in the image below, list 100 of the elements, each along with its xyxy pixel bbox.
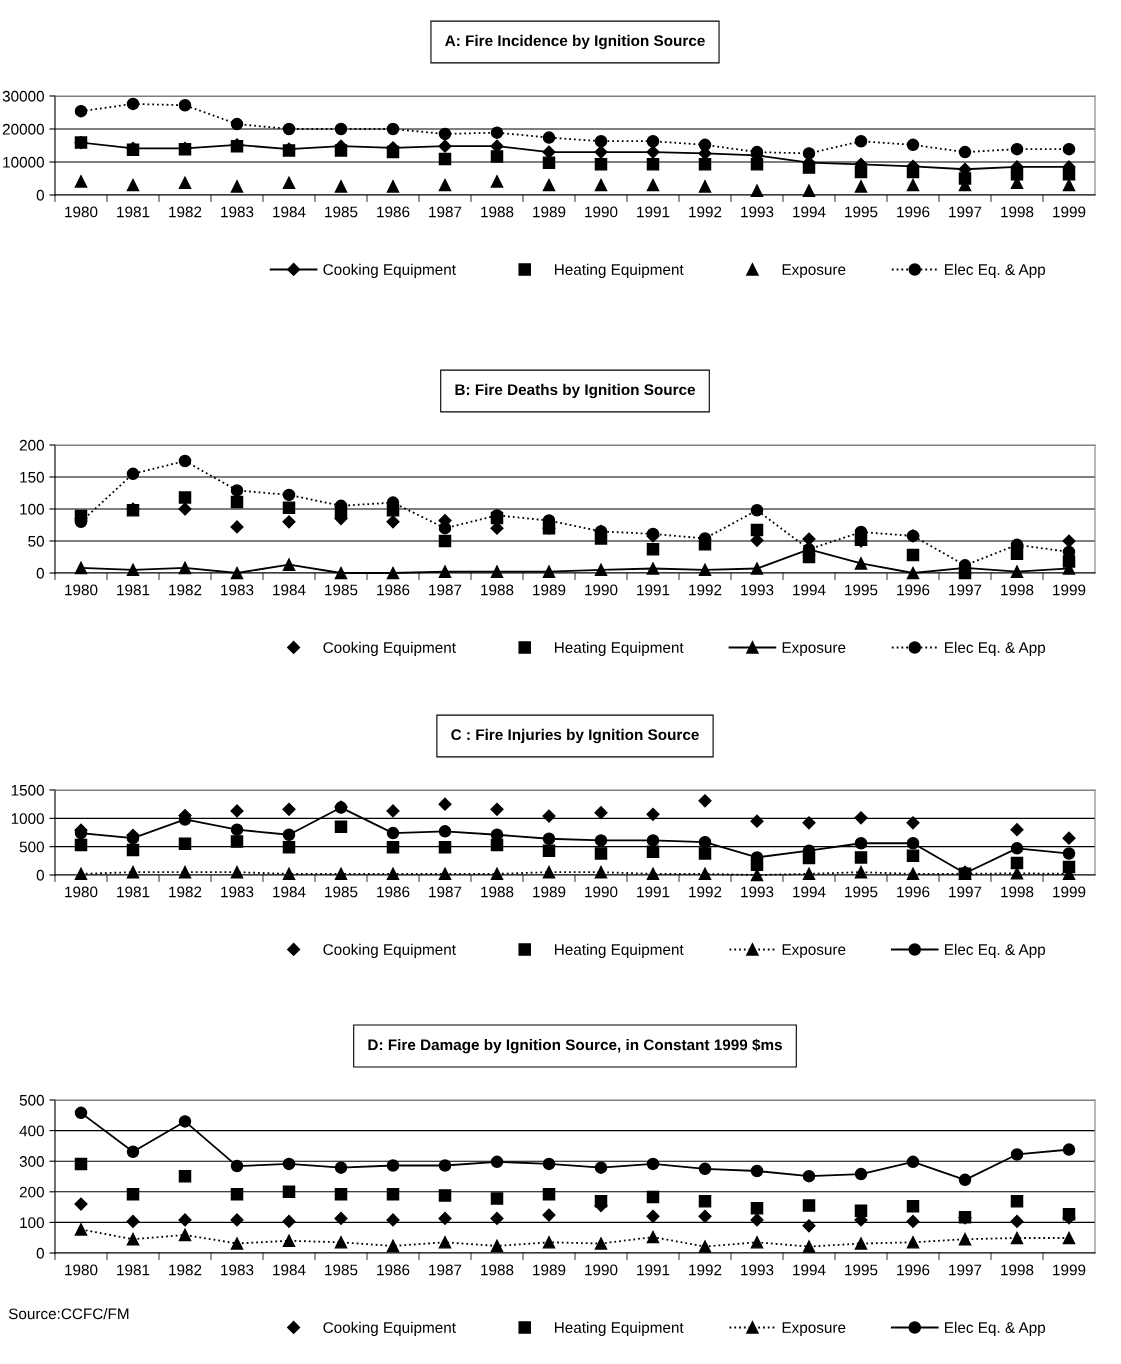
x-tick-label: 1987 [429,206,462,218]
x-tick-label: 1994 [793,886,826,898]
legend-label: Cooking Equipment [323,943,456,958]
legend-label: Heating Equipment [555,641,684,656]
legend-label: Elec Eq. & App [945,1321,1046,1336]
legend-label: Elec Eq. & App [945,263,1046,278]
x-tick-label: 1987 [429,1264,462,1276]
x-tick-label: 1999 [1053,886,1086,898]
x-tick-label: 1999 [1053,206,1086,218]
legend-label: Elec Eq. & App [945,943,1046,958]
x-tick-label: 1984 [273,886,306,898]
x-tick-label: 1993 [741,1264,774,1276]
x-tick-label: 1998 [1001,886,1034,898]
x-tick-label: 1990 [585,886,618,898]
x-tick-label: 1980 [65,584,98,596]
x-tick-label: 1991 [637,584,670,596]
x-tick-label: 1985 [325,886,358,898]
x-tick-label: 1998 [1001,206,1034,218]
x-tick-label: 1987 [429,886,462,898]
x-tick-label: 1992 [689,1264,722,1276]
x-tick-label: 1991 [637,1264,670,1276]
y-tick-label: 20000 [2,123,44,135]
y-tick-label: 200 [19,1186,44,1198]
y-tick-label: 0 [36,189,44,201]
x-tick-label: 1989 [533,584,566,596]
x-tick-label: 1993 [741,584,774,596]
x-tick-label: 1988 [481,206,514,218]
chart-title: B: Fire Deaths by Ignition Source [455,383,696,399]
legend-label: Elec Eq. & App [945,641,1046,656]
x-tick-label: 1984 [273,206,306,218]
x-tick-label: 1997 [949,886,982,898]
legend-label: Cooking Equipment [323,263,456,278]
x-tick-label: 1990 [585,1264,618,1276]
y-tick-label: 150 [20,471,44,483]
x-tick-label: 1982 [169,886,202,898]
y-tick-label: 400 [19,1125,44,1137]
x-tick-label: 1985 [325,1264,358,1276]
x-tick-label: 1981 [117,886,150,898]
x-tick-label: 1994 [793,206,826,218]
x-tick-label: 1982 [169,1264,202,1276]
x-tick-label: 1988 [481,1264,514,1276]
x-tick-label: 1987 [429,584,462,596]
legend-label: Cooking Equipment [323,641,456,656]
legend-label: Exposure [782,1322,846,1336]
x-tick-label: 1983 [221,584,254,596]
x-tick-label: 1985 [325,206,358,218]
x-tick-label: 1982 [169,206,202,218]
x-tick-label: 1983 [221,886,254,898]
x-tick-label: 1988 [481,584,514,596]
x-tick-label: 1988 [481,886,514,898]
x-tick-label: 1983 [221,1264,254,1276]
x-tick-label: 1986 [377,584,410,596]
x-tick-label: 1994 [793,1264,826,1276]
x-tick-label: 1981 [117,584,150,596]
y-tick-label: 1500 [11,784,44,796]
x-tick-label: 1992 [689,206,722,218]
x-tick-label: 1991 [637,886,670,898]
x-tick-label: 1986 [377,1264,410,1276]
x-tick-label: 1986 [377,886,410,898]
y-tick-label: 200 [19,439,44,451]
chart-title: A: Fire Incidence by Ignition Source [445,34,705,50]
y-tick-label: 1000 [11,813,44,825]
x-tick-label: 1993 [741,886,774,898]
legend-label: Heating Equipment [555,1321,684,1336]
y-tick-label: 300 [19,1156,44,1167]
x-tick-label: 1980 [65,886,98,898]
x-tick-label: 1989 [533,1264,566,1276]
x-tick-label: 1997 [949,206,982,218]
x-tick-label: 1980 [65,206,98,218]
y-tick-label: 10000 [3,156,44,168]
x-tick-label: 1984 [273,1264,306,1276]
y-tick-label: 0 [36,869,44,881]
source-note: Source:CCFC/FM [8,1308,129,1320]
legend-label: Cooking Equipment [323,1321,456,1336]
x-tick-label: 1997 [949,1264,982,1276]
x-tick-label: 1995 [845,886,878,898]
legend-label: Heating Equipment [555,943,684,958]
legend-label: Exposure [782,264,846,278]
x-tick-label: 1995 [845,206,878,218]
x-tick-label: 1983 [221,206,254,218]
chart-title: C : Fire Injuries by Ignition Source [451,728,699,744]
x-tick-label: 1985 [325,584,358,596]
x-tick-label: 1992 [689,886,722,898]
y-tick-label: 500 [19,1094,44,1106]
legend-label: Exposure [782,642,846,656]
x-tick-label: 1996 [897,1264,930,1276]
y-tick-label: 30000 [2,90,44,102]
x-tick-label: 1989 [533,206,566,218]
x-tick-label: 1998 [1001,584,1034,596]
x-tick-label: 1997 [949,584,982,596]
x-tick-label: 1989 [533,886,566,898]
x-tick-label: 1996 [897,584,930,596]
chart-title: D: Fire Damage by Ignition Source, in Constant 1999 $ms [368,1038,782,1054]
x-tick-label: 1981 [117,206,150,218]
y-tick-label: 100 [20,1217,44,1229]
x-tick-label: 1996 [897,206,930,218]
x-tick-label: 1996 [897,886,930,898]
x-tick-label: 1998 [1001,1264,1034,1276]
x-tick-label: 1992 [689,584,722,596]
y-tick-label: 100 [20,503,44,515]
